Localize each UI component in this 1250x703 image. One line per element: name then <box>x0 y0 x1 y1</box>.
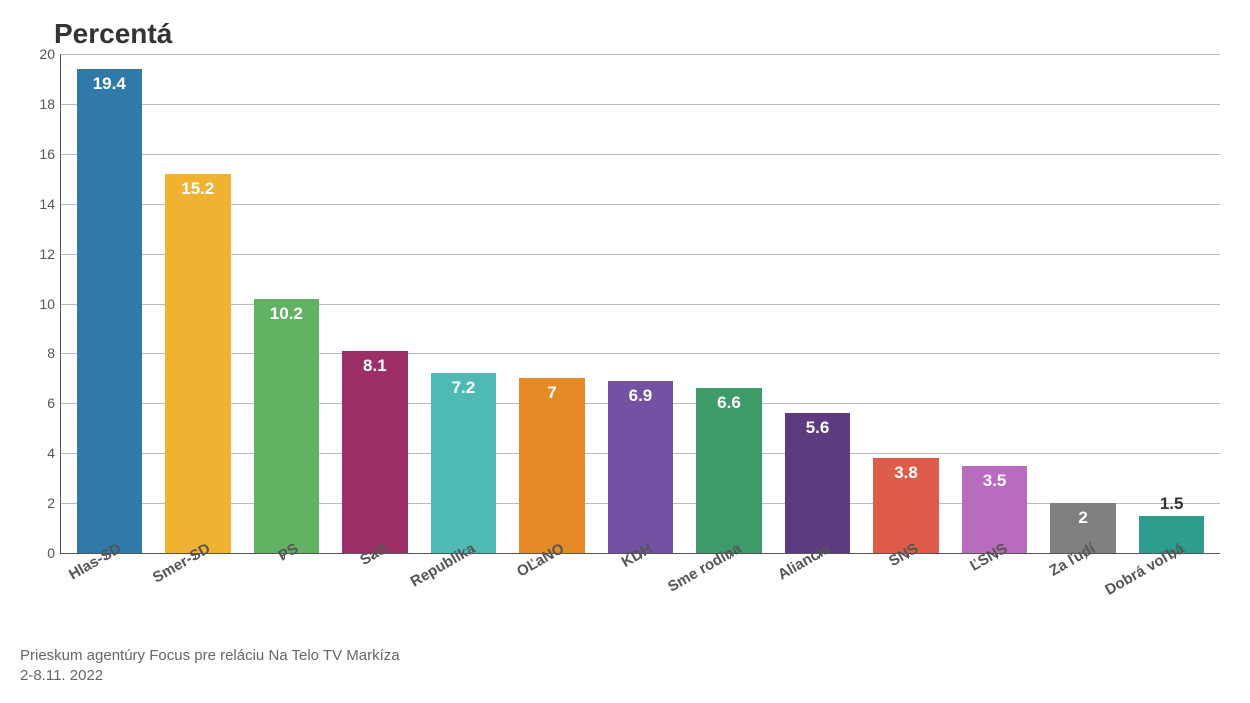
bar-value-label: 3.5 <box>962 472 1028 489</box>
bar-cell: 3.8SNS <box>862 54 951 553</box>
bar-cell: 6.6Sme rodina <box>685 54 774 553</box>
x-axis-tick <box>106 553 107 559</box>
bar: 15.2 <box>165 174 231 553</box>
chart-caption: Prieskum agentúry Focus pre reláciu Na T… <box>20 646 400 685</box>
bars-group: 19.4Hlas-SD15.2Smer-SD10.2PS8.1SaS7.2Rep… <box>61 54 1220 553</box>
bar-value-label: 3.8 <box>873 464 939 481</box>
bar: 3.8 <box>873 458 939 553</box>
y-axis-label: 14 <box>39 197 61 211</box>
y-axis-label: 10 <box>39 297 61 311</box>
caption-line-1: Prieskum agentúry Focus pre reláciu Na T… <box>20 646 400 666</box>
x-axis-tick <box>373 553 374 559</box>
x-axis-tick <box>641 553 642 559</box>
y-axis-label: 6 <box>47 396 61 410</box>
x-axis-tick <box>1175 553 1176 559</box>
bar: 19.4 <box>77 69 143 553</box>
plot-area: 0246810121416182019.4Hlas-SD15.2Smer-SD1… <box>60 54 1220 554</box>
bar: 3.5 <box>962 466 1028 553</box>
chart-container: Percentá 0246810121416182019.4Hlas-SD15.… <box>0 0 1250 703</box>
bar-cell: 8.1SaS <box>331 54 420 553</box>
bar-cell: 19.4Hlas-SD <box>65 54 154 553</box>
y-axis-label: 20 <box>39 47 61 61</box>
bar: 7.2 <box>431 373 497 553</box>
y-axis-label: 18 <box>39 97 61 111</box>
y-axis-label: 2 <box>47 496 61 510</box>
x-axis-tick <box>730 553 731 559</box>
y-axis-label: 4 <box>47 446 61 460</box>
chart-title: Percentá <box>54 18 1230 50</box>
bar-value-label: 7 <box>519 384 585 401</box>
x-axis-tick <box>1086 553 1087 559</box>
caption-line-2: 2-8.11. 2022 <box>20 666 400 686</box>
bar-value-label: 2 <box>1050 509 1116 526</box>
x-axis-tick <box>284 553 285 559</box>
bar-cell: 15.2Smer-SD <box>154 54 243 553</box>
x-axis-tick <box>551 553 552 559</box>
bar-value-label: 19.4 <box>77 75 143 92</box>
y-axis-label: 16 <box>39 147 61 161</box>
bar: 10.2 <box>254 299 320 553</box>
bar-value-label: 15.2 <box>165 180 231 197</box>
x-axis-tick <box>997 553 998 559</box>
bar: 5.6 <box>785 413 851 553</box>
bar-cell: 6.9KDH <box>596 54 685 553</box>
bar-value-label: 8.1 <box>342 357 408 374</box>
bar-value-label: 10.2 <box>254 305 320 322</box>
bar-cell: 5.6Aliancia <box>773 54 862 553</box>
bar-value-label: 1.5 <box>1139 495 1205 516</box>
x-axis-tick <box>462 553 463 559</box>
x-axis-tick <box>908 553 909 559</box>
bar-value-label: 7.2 <box>431 379 497 396</box>
bar: 6.9 <box>608 381 674 553</box>
bar-cell: 10.2PS <box>242 54 331 553</box>
chart-area: 0246810121416182019.4Hlas-SD15.2Smer-SD1… <box>20 54 1220 574</box>
bar-value-label: 6.9 <box>608 387 674 404</box>
bar-cell: 7.2Republika <box>419 54 508 553</box>
y-axis-label: 8 <box>47 346 61 360</box>
bar: 6.6 <box>696 388 762 553</box>
bar-cell: 3.5ĽSNS <box>950 54 1039 553</box>
y-axis-label: 0 <box>47 546 61 560</box>
bar-value-label: 6.6 <box>696 394 762 411</box>
bar-cell: 7OĽaNO <box>508 54 597 553</box>
bar-value-label: 5.6 <box>785 419 851 436</box>
x-axis-tick <box>819 553 820 559</box>
bar: 7 <box>519 378 585 553</box>
y-axis-label: 12 <box>39 247 61 261</box>
x-axis-tick <box>195 553 196 559</box>
bar-cell: 1.5Dobrá voľbá <box>1127 54 1216 553</box>
bar: 8.1 <box>342 351 408 553</box>
bar-cell: 2Za ľudí <box>1039 54 1128 553</box>
